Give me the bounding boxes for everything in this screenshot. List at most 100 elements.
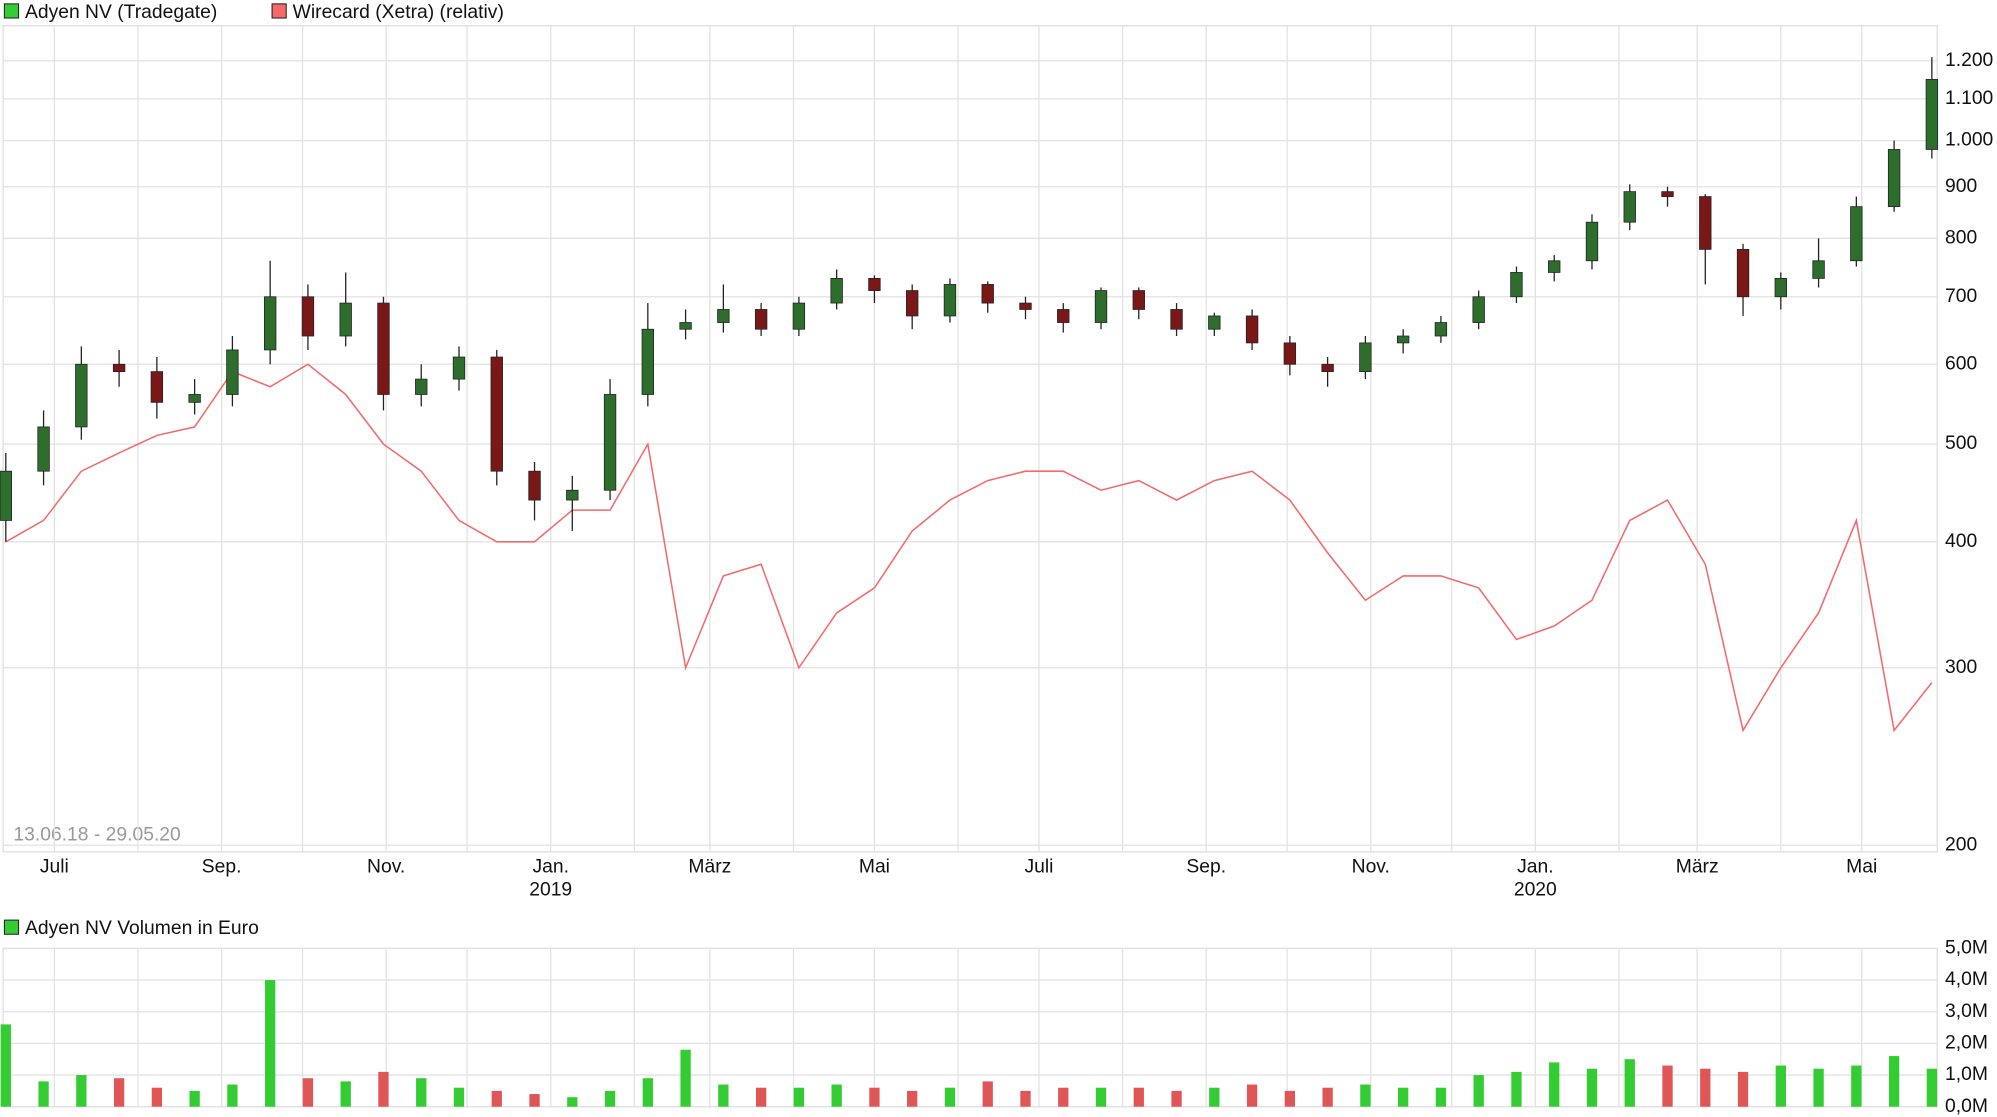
y-tick-label: 5,0M <box>1945 938 1988 959</box>
candle-body <box>906 290 919 317</box>
candle-body <box>1774 278 1787 298</box>
y-tick-label: 600 <box>1945 353 1977 374</box>
plot-frame <box>2 25 1938 853</box>
line-series <box>5 363 1933 733</box>
x-tick-label: Nov. <box>1352 856 1390 877</box>
y-tick-label: 1,0M <box>1945 1064 1988 1085</box>
volume-bar <box>1549 1062 1560 1107</box>
candle-body <box>415 378 428 395</box>
candle-body <box>943 284 957 317</box>
volume-bar <box>1246 1084 1258 1107</box>
candle-body <box>1925 79 1939 150</box>
candle-body <box>1057 309 1070 323</box>
candle-body <box>603 394 617 491</box>
y-tick-label: 4,0M <box>1945 969 1988 990</box>
volume-bar <box>76 1075 87 1107</box>
volume-bar <box>831 1084 842 1107</box>
volume-bar <box>1171 1090 1182 1107</box>
volume-title: Adyen NV Volumen in Euro <box>25 918 259 939</box>
legend-swatch <box>3 919 20 935</box>
volume-bar <box>302 1078 314 1107</box>
x-tick-label: Sep. <box>1186 856 1226 877</box>
candle-body <box>452 356 466 380</box>
y-tick-label: 400 <box>1945 531 1977 552</box>
volume-bar <box>38 1081 49 1107</box>
volume-bar <box>907 1090 918 1107</box>
candle-body <box>830 278 843 304</box>
y-tick-label: 2,0M <box>1945 1032 1988 1053</box>
volume-bar <box>416 1078 427 1107</box>
candle-body <box>490 356 503 472</box>
legend-label: Adyen NV (Tradegate) <box>25 2 217 23</box>
candle-body <box>528 470 541 501</box>
volume-bar <box>1813 1068 1824 1107</box>
candle-body <box>1850 206 1863 262</box>
x-year-label: 2019 <box>529 880 572 901</box>
candle-body <box>1132 290 1145 310</box>
y-tick-label: 700 <box>1945 286 1977 307</box>
volume-bar <box>151 1087 163 1107</box>
candle-body <box>1736 249 1750 298</box>
volume-bar <box>1058 1087 1069 1107</box>
x-tick-label: März <box>1676 856 1719 877</box>
volume-bar <box>0 1024 11 1107</box>
x-tick-label: Mai <box>1846 856 1877 877</box>
y-tick-label: 900 <box>1945 176 1977 197</box>
volume-bar <box>1700 1068 1711 1107</box>
candle-body <box>112 363 126 373</box>
volume-bar <box>1662 1065 1673 1107</box>
volume-bar <box>755 1087 767 1107</box>
candle-body <box>263 296 277 351</box>
y-tick-label: 800 <box>1945 227 1977 248</box>
volume-bar <box>1398 1087 1409 1107</box>
candle-body <box>1699 196 1712 250</box>
plot-frame <box>2 947 1938 1108</box>
candle-body <box>1585 221 1599 262</box>
volume-bar <box>529 1094 540 1107</box>
y-tick-label: 0,0M <box>1945 1096 1988 1117</box>
candle-body <box>1208 315 1221 330</box>
candle-body <box>1887 149 1901 208</box>
volume-bar <box>1888 1056 1900 1107</box>
y-tick-label: 1.200 <box>1945 50 1993 71</box>
volume-bar <box>642 1078 653 1107</box>
x-tick-label: Juli <box>1024 856 1053 877</box>
volume-bar <box>491 1090 502 1107</box>
date-range: 13.06.18 - 29.05.20 <box>13 824 180 845</box>
candle-body <box>1094 290 1108 323</box>
volume-bar <box>1926 1068 1938 1107</box>
volume-bar <box>378 1071 389 1107</box>
volume-bar <box>680 1049 691 1107</box>
candle-body <box>1283 342 1297 365</box>
volume-bar <box>1209 1087 1220 1107</box>
y-tick-label: 300 <box>1945 657 1977 678</box>
y-tick-label: 1.000 <box>1945 130 1993 151</box>
candle-body <box>566 489 579 501</box>
candle-body <box>792 302 806 330</box>
volume-bar <box>1435 1087 1447 1107</box>
candle-body <box>1170 309 1183 330</box>
candle-body <box>226 349 239 395</box>
volume-bar <box>1586 1068 1598 1107</box>
candle-body <box>150 371 164 403</box>
volume-bar <box>1851 1065 1862 1107</box>
candle-body <box>1396 335 1410 344</box>
volume-bar <box>189 1090 200 1107</box>
candle-body <box>679 322 692 330</box>
x-tick-label: Jan. <box>1517 856 1553 877</box>
candle-body <box>1472 296 1485 323</box>
candle-body <box>1510 272 1523 298</box>
volume-bar <box>1624 1059 1635 1107</box>
x-tick-label: Sep. <box>202 856 242 877</box>
candle-body <box>754 309 768 330</box>
volume-bar <box>113 1078 125 1107</box>
candle-body <box>981 284 994 304</box>
candle-body <box>1245 315 1259 344</box>
volume-bar <box>944 1087 956 1107</box>
volume-bar <box>982 1081 993 1107</box>
candle-body <box>188 394 201 403</box>
x-tick-label: Juli <box>40 856 69 877</box>
volume-bar <box>340 1081 351 1107</box>
candle-body <box>1548 260 1561 273</box>
